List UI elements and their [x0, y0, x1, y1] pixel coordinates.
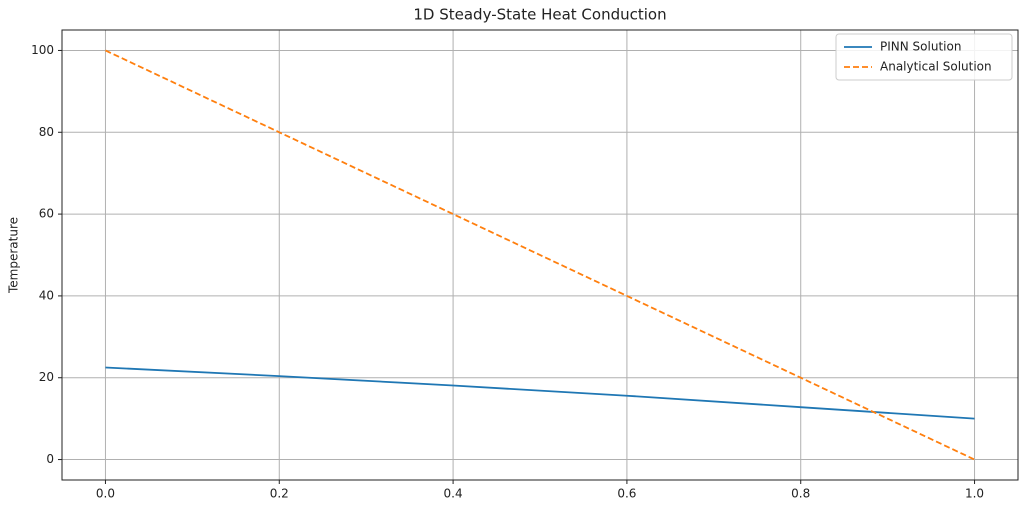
x-tick-label: 0.8 — [791, 487, 810, 501]
x-tick-label: 0.0 — [96, 487, 115, 501]
x-tick-label: 0.4 — [444, 487, 463, 501]
series-line — [105, 366, 975, 420]
x-tick-label: 0.6 — [617, 487, 636, 501]
legend-label: Analytical Solution — [880, 60, 992, 74]
y-tick-label: 0 — [46, 452, 54, 466]
plot-frame — [61, 29, 1019, 481]
y-tick-label: 100 — [31, 43, 54, 57]
legend-label: PINN Solution — [880, 40, 961, 54]
series-line — [105, 49, 975, 461]
y-axis-label: Temperature — [7, 217, 21, 294]
y-tick-label: 40 — [39, 288, 54, 302]
chart-title: 1D Steady-State Heat Conduction — [413, 6, 666, 24]
y-tick-label: 60 — [39, 207, 54, 221]
legend-box — [835, 33, 1013, 81]
x-tick-label: 0.2 — [270, 487, 289, 501]
x-tick-label: 1.0 — [965, 487, 984, 501]
y-tick-label: 20 — [39, 370, 54, 384]
y-tick-label: 80 — [39, 125, 54, 139]
